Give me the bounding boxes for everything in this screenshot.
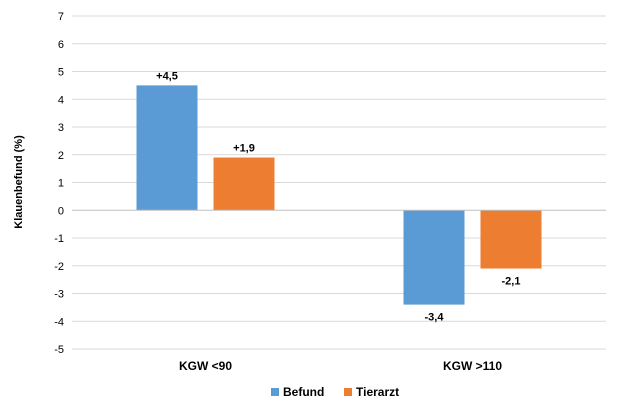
y-tick-label: 1 [58,178,64,190]
legend-swatch-befund [271,388,279,396]
bar-befund [403,210,465,305]
y-tick-label: -5 [54,344,64,356]
bar-tierarzt [213,157,275,211]
category-labels: KGW <90 KGW >110 [179,359,502,373]
bars: +4,5 +1,9 -3,4 -2,1 [136,70,542,324]
bar-befund [136,85,198,211]
legend-swatch-tierarzt [344,388,352,396]
y-tick-label: -3 [54,289,64,301]
legend-label-tierarzt: Tierarzt [356,385,399,398]
y-axis-label: Klauenbefund (%) [13,135,25,229]
x-category-label: KGW <90 [179,359,232,373]
y-tick-label: 0 [58,205,64,217]
y-tick-label: 3 [58,122,64,134]
y-axis-ticks: 7 6 5 4 3 2 1 0 -1 -2 -3 -4 -5 [54,11,64,356]
legend: Befund Tierarzt [271,385,399,398]
data-label: +1,9 [233,143,255,155]
legend-label-befund: Befund [283,385,324,398]
y-tick-label: -2 [54,261,64,273]
data-label: -3,4 [425,312,445,324]
y-tick-label: 2 [58,150,64,162]
x-category-label: KGW >110 [443,359,502,373]
data-label: +4,5 [156,70,178,82]
y-tick-label: 4 [58,94,64,106]
y-tick-label: -4 [54,316,64,328]
y-tick-label: 7 [58,11,64,23]
y-tick-label: 6 [58,39,64,51]
data-label: -2,1 [502,276,521,288]
y-tick-label: -1 [54,233,64,245]
y-tick-label: 5 [58,67,64,79]
bar-tierarzt [480,210,542,269]
